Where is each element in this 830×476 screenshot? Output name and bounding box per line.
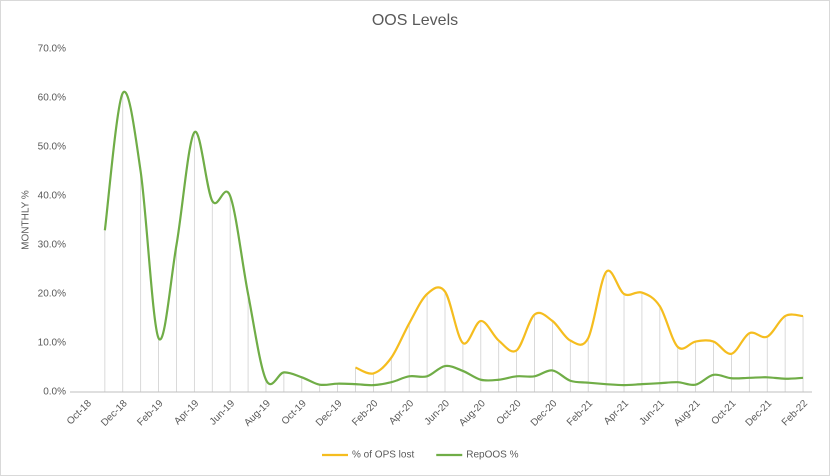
y-tick-label: 30.0% [38, 240, 66, 251]
y-tick-label: 10.0% [38, 338, 66, 349]
y-tick-label: 40.0% [38, 191, 66, 202]
chart-title: OOS Levels [372, 12, 458, 29]
legend-label: RepOOS % [466, 450, 518, 461]
y-tick-label: 70.0% [38, 44, 66, 55]
line-series [103, 90, 804, 387]
y-tick-label: 20.0% [38, 289, 66, 300]
y-tick-label: 0.0% [43, 387, 66, 398]
y-axis-label: MONTHLY % [21, 190, 32, 250]
y-tick-label: 60.0% [38, 93, 66, 104]
legend-label: % of OPS lost [352, 450, 414, 461]
y-tick-label: 50.0% [38, 142, 66, 153]
line-series [355, 269, 804, 375]
